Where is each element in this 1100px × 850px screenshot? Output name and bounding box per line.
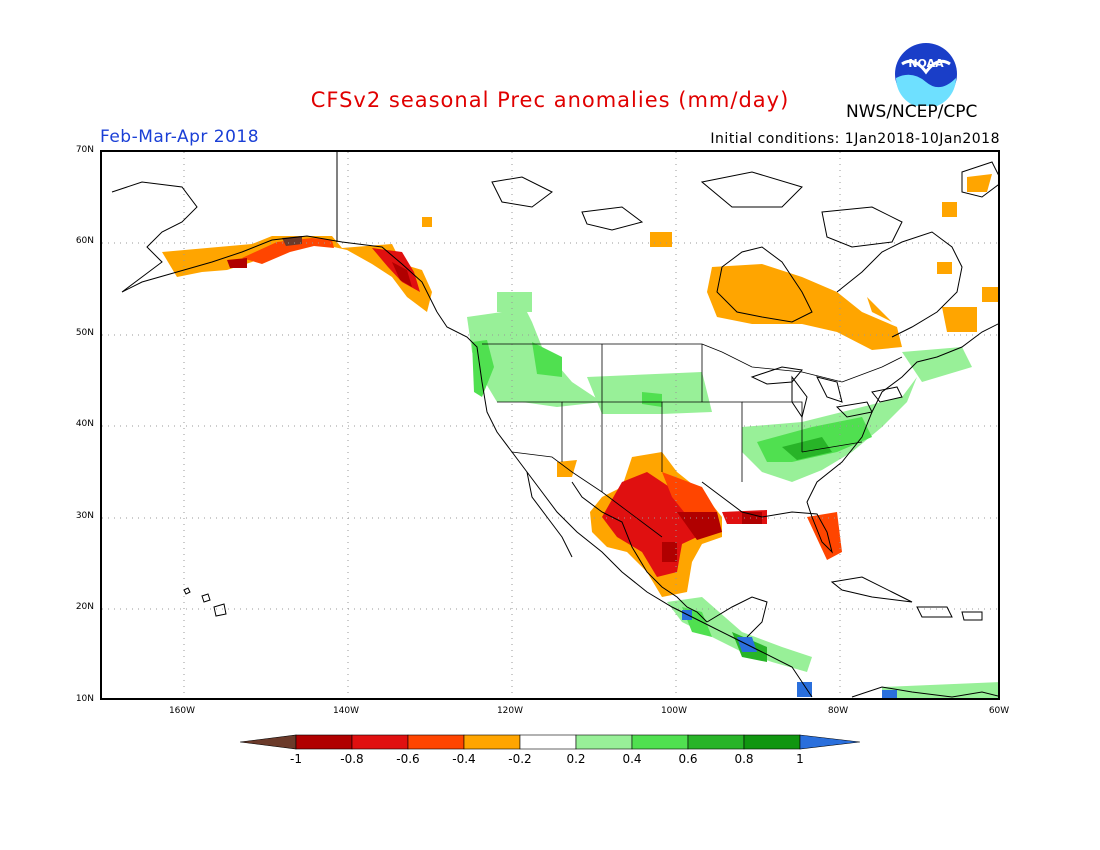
noaa-logo: NOAA	[894, 42, 958, 108]
colorbar-label-7: 0.4	[622, 752, 642, 766]
lat-label-20n: 20N	[75, 602, 94, 612]
colorbar-label-1: -1	[290, 752, 302, 766]
lat-label-30n: 30N	[75, 511, 94, 521]
lon-label-80w: 80W	[827, 706, 849, 716]
chart-title: CFSv2 seasonal Prec anomalies (mm/day)	[310, 88, 790, 112]
colorbar	[239, 734, 861, 750]
lon-label-60w: 60W	[988, 706, 1010, 716]
lon-label-160w: 160W	[168, 706, 196, 716]
colorbar-orange	[463, 734, 521, 750]
map-panel	[100, 150, 1000, 700]
colorbar-red	[351, 734, 409, 750]
colorbar-mid-green	[687, 734, 745, 750]
colorbar-label-2: -0.8	[340, 752, 364, 766]
lon-label-140w: 140W	[332, 706, 360, 716]
lat-label-70n: 70N	[75, 145, 94, 155]
colorbar-light-green	[575, 734, 633, 750]
coastlines	[111, 152, 998, 698]
lat-label-10n: 10N	[75, 694, 94, 704]
agency-label: NWS/NCEP/CPC	[846, 102, 978, 122]
initial-conditions: Initial conditions: 1Jan2018-10Jan2018	[710, 131, 1000, 147]
borders	[482, 343, 903, 538]
colorbar-green	[631, 734, 689, 750]
logo-text: NOAA	[908, 57, 944, 70]
colorbar-label-4: -0.4	[452, 752, 476, 766]
colorbar-dark-red	[295, 734, 353, 750]
map-svg	[102, 152, 998, 698]
lat-label-40n: 40N	[75, 419, 94, 429]
colorbar-dark-green	[743, 734, 801, 750]
colorbar-label-9: 0.8	[734, 752, 754, 766]
forecast-period: Feb-Mar-Apr 2018	[100, 127, 260, 147]
colorbar-blue	[799, 734, 861, 750]
colorbar-label-10: 1	[796, 752, 804, 766]
colorbar-brown	[239, 734, 297, 750]
colorbar-label-6: 0.2	[566, 752, 586, 766]
lat-label-60n: 60N	[75, 236, 94, 246]
colorbar-label-5: -0.2	[508, 752, 532, 766]
colorbar-label-3: -0.6	[396, 752, 420, 766]
anomaly-layer	[162, 174, 998, 698]
graticule	[102, 152, 998, 698]
lat-label-50n: 50N	[75, 328, 94, 338]
lon-label-100w: 100W	[660, 706, 688, 716]
colorbar-orange-red	[407, 734, 465, 750]
colorbar-label-8: 0.6	[678, 752, 698, 766]
colorbar-white	[519, 734, 577, 750]
lon-label-120w: 120W	[496, 706, 524, 716]
